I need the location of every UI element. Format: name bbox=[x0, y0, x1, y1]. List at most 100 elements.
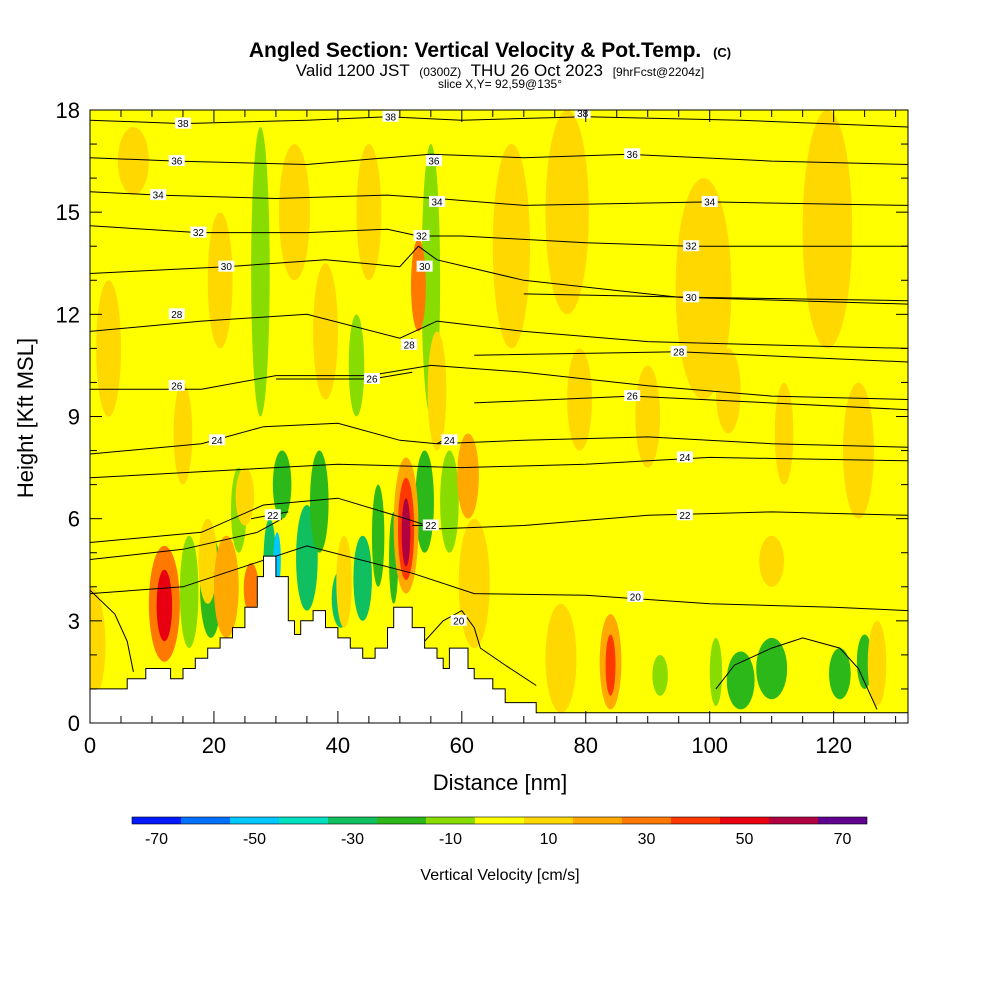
colorbar-swatch bbox=[818, 817, 867, 824]
colorbar-swatch bbox=[671, 817, 720, 824]
contour-label: 34 bbox=[704, 197, 716, 208]
updraft-band bbox=[198, 518, 218, 604]
isentrope-line bbox=[90, 545, 908, 612]
x-tick-label: 80 bbox=[574, 733, 598, 758]
downdraft-band bbox=[309, 450, 329, 553]
y-tick-label: 0 bbox=[68, 711, 80, 736]
contour-label-bg bbox=[676, 509, 693, 521]
terrain-mask bbox=[90, 555, 908, 723]
contour-label: 32 bbox=[686, 242, 698, 253]
contour-label-bg bbox=[676, 451, 693, 463]
colorbar-label: Vertical Velocity [cm/s] bbox=[420, 867, 579, 884]
y-tick-label: 9 bbox=[68, 405, 80, 430]
contour-label-bg bbox=[574, 107, 591, 119]
contour-label-bg bbox=[150, 189, 167, 201]
colorbar-swatch bbox=[524, 817, 573, 824]
contour-label: 24 bbox=[211, 436, 223, 447]
contour-label: 30 bbox=[221, 262, 233, 273]
isentrope-line bbox=[90, 589, 134, 672]
updraft-band bbox=[867, 620, 887, 706]
contour-label: 26 bbox=[366, 375, 378, 386]
contour-label-bg bbox=[264, 509, 281, 521]
updraft-band bbox=[173, 382, 193, 485]
contour-label-bg bbox=[168, 379, 185, 391]
x-tick-label: 0 bbox=[84, 733, 96, 758]
y-tick-label: 3 bbox=[68, 609, 80, 634]
isentrope-line bbox=[90, 245, 908, 305]
updraft-band bbox=[545, 603, 577, 713]
updraft-band bbox=[356, 144, 382, 281]
updraft-band bbox=[313, 263, 338, 400]
isentrope-line bbox=[90, 364, 908, 400]
isentrope-line bbox=[90, 422, 908, 455]
contour-label-bg bbox=[450, 614, 467, 626]
contour-label-bg bbox=[416, 260, 433, 272]
updraft-band bbox=[156, 569, 173, 642]
contour-label: 28 bbox=[171, 310, 183, 321]
x-tick-label: 100 bbox=[691, 733, 728, 758]
contour-label: 36 bbox=[428, 157, 440, 168]
contour-label: 24 bbox=[444, 436, 456, 447]
isentrope-line bbox=[90, 153, 908, 166]
contour-label: 30 bbox=[686, 293, 698, 304]
contour-label: 38 bbox=[577, 109, 589, 120]
contour-label-bg bbox=[425, 155, 442, 167]
downdraft-band bbox=[726, 651, 755, 710]
colorbar-swatch bbox=[230, 817, 279, 824]
colorbar-swatch bbox=[377, 817, 426, 824]
contour-label: 30 bbox=[419, 262, 431, 273]
contour-label: 36 bbox=[171, 157, 183, 168]
contour-label-bg bbox=[401, 338, 418, 350]
contour-label-bg bbox=[429, 195, 446, 207]
contour-label-bg bbox=[413, 230, 430, 242]
y-tick-label: 12 bbox=[56, 302, 80, 327]
contour-label: 28 bbox=[404, 340, 416, 351]
colorbar-tick-label: -10 bbox=[439, 831, 462, 848]
contour-label: 32 bbox=[193, 228, 205, 239]
updraft-band bbox=[279, 144, 310, 281]
contour-label: 22 bbox=[267, 511, 279, 522]
contour-label: 32 bbox=[416, 232, 428, 243]
chart-subtitle: Valid 1200 JST (0300Z) THU 26 Oct 2023 [… bbox=[296, 61, 705, 80]
colorbar-tick-label: 10 bbox=[540, 831, 558, 848]
colorbar-swatch bbox=[475, 817, 524, 824]
isentrope-line bbox=[90, 456, 908, 479]
updraft-band bbox=[243, 562, 259, 615]
updraft-band bbox=[605, 634, 616, 696]
colorbar-tick-label: -70 bbox=[145, 831, 168, 848]
updraft-band bbox=[401, 498, 411, 567]
chart-title: Angled Section: Vertical Velocity & Pot.… bbox=[249, 39, 731, 62]
downdraft-band bbox=[251, 127, 270, 417]
updraft-band bbox=[90, 586, 106, 703]
contour-label-bg bbox=[701, 195, 718, 207]
updraft-band bbox=[411, 239, 426, 332]
colorbar-tick-label: 50 bbox=[736, 831, 754, 848]
contour-label-bg bbox=[624, 148, 641, 160]
colorbar-tick-label: -30 bbox=[341, 831, 364, 848]
updraft-band bbox=[207, 212, 233, 349]
y-tick-label: 15 bbox=[56, 200, 80, 225]
updraft-band bbox=[235, 467, 255, 526]
contour-label: 26 bbox=[171, 381, 183, 392]
contour-label-bg bbox=[441, 434, 458, 446]
contour-label: 20 bbox=[630, 592, 642, 603]
downdraft-band bbox=[709, 637, 723, 706]
contour-label-bg bbox=[624, 390, 641, 402]
contour-label: 38 bbox=[177, 119, 189, 130]
contour-label-bg bbox=[670, 345, 687, 357]
colorbar-swatch bbox=[426, 817, 475, 824]
x-tick-label: 60 bbox=[450, 733, 474, 758]
subtitle-valid: Valid 1200 JST bbox=[296, 61, 410, 80]
contour-label-bg bbox=[218, 260, 235, 272]
updraft-band bbox=[715, 348, 741, 434]
x-tick-label: 40 bbox=[326, 733, 350, 758]
updraft-band bbox=[492, 144, 530, 349]
contour-label: 26 bbox=[627, 392, 639, 403]
updraft-band bbox=[675, 178, 732, 400]
velocity-field bbox=[90, 110, 908, 723]
contour-label-bg bbox=[168, 308, 185, 320]
updraft-band bbox=[802, 110, 853, 349]
downdraft-band bbox=[179, 535, 199, 649]
